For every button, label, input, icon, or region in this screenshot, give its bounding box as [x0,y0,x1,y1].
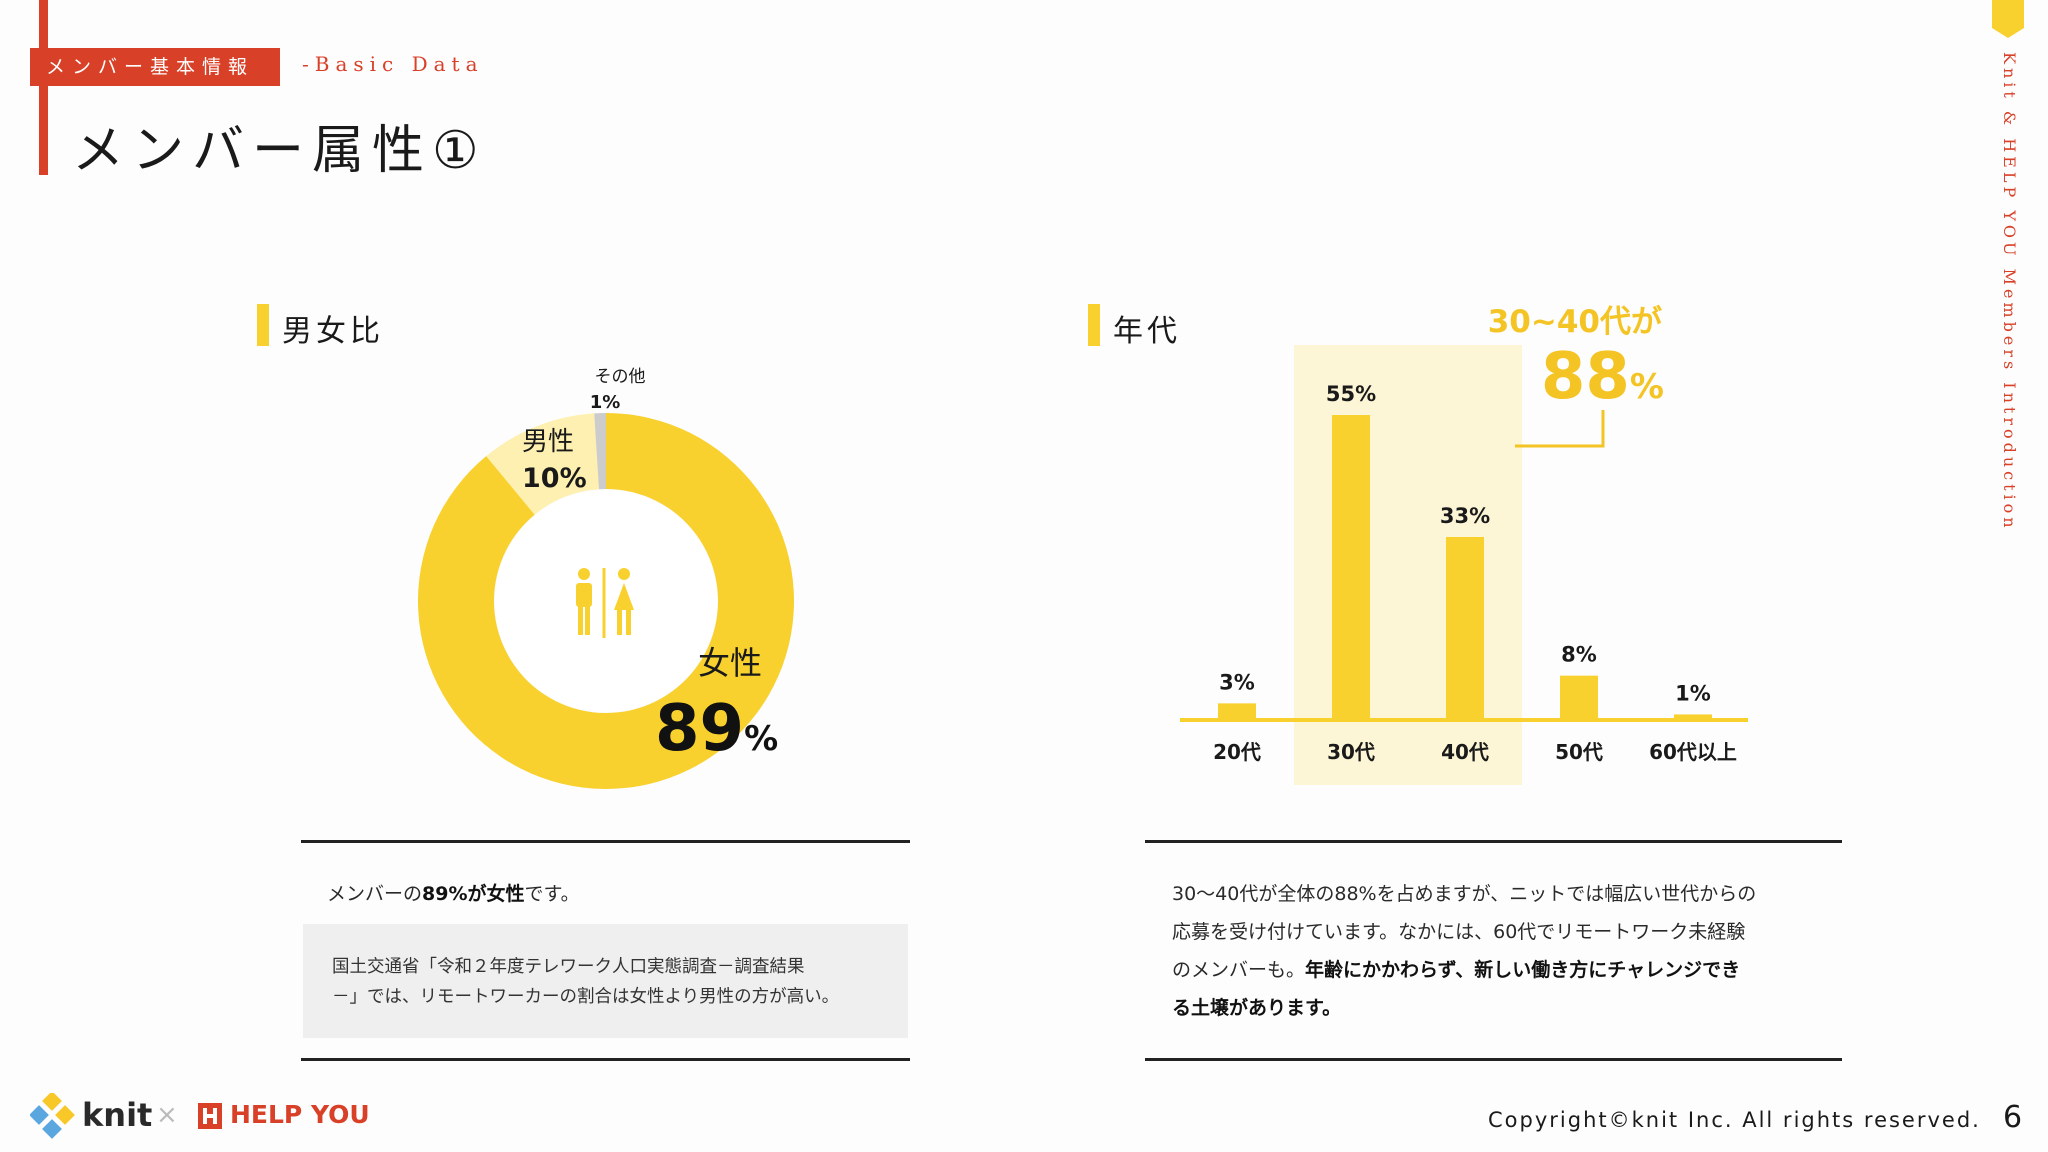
callout-unit: % [1630,367,1664,407]
page-title: メンバー属性① [72,121,487,181]
gender-note-bottom-rule [301,1058,910,1061]
knit-logo-icon [30,1093,75,1139]
callout-line1: 30~40代が [1488,304,1662,340]
donut-slice-その他 [594,413,606,490]
x-tick-label: 50代 [1555,740,1603,764]
restroom-icon [576,568,634,638]
gender-note-post: です。 [524,883,580,905]
age-note-line1: 30〜40代が全体の88%を占めますが、ニットでは幅広い世代からの [1172,883,1757,905]
age-note-line4-bold: る土壌があります。 [1172,997,1342,1019]
survey-note-text: 国土交通省「令和２年度テレワーク人口実態調査－調査結果 －」では、リモートワーカ… [332,952,912,1012]
age-note-line3-pre: のメンバーも。 [1172,959,1306,981]
age-heading: 年代 [1113,314,1181,349]
donut-slice-女性 [417,413,795,789]
callout-value: 88 [1541,340,1630,414]
bar-value-label: 1% [1675,681,1711,705]
survey-note-box [303,924,908,1038]
bar-50代 [1560,675,1598,720]
gender-heading-bar [257,304,269,346]
bar-value-label: 8% [1561,643,1597,667]
gender-note-top-rule [301,840,910,843]
gender-note-pre: メンバーの [327,883,423,905]
bar-value-label: 3% [1219,670,1255,694]
male-slice-label: 男性 [522,427,574,457]
donut-slice-男性 [486,413,599,515]
x-tick-label: 30代 [1327,740,1375,764]
helpyou-logo-icon [198,1103,222,1129]
bar-60代以上 [1674,714,1712,720]
age-note: 30〜40代が全体の88%を占めますが、ニットでは幅広い世代からの 応募を受け付… [1172,875,1756,1027]
bar-20代 [1218,703,1256,720]
x-tick-label: 60代以上 [1649,740,1737,764]
callout-bracket [1515,410,1605,448]
copyright: Copyright©knit Inc. All rights reserved. [1488,1108,1981,1132]
female-slice-value-group: 89% [655,692,778,766]
age-note-line2: 応募を受け付けています。なかには、60代でリモートワーク未経験 [1172,921,1746,943]
page-number: 6 [2003,1100,2023,1135]
survey-note-line1: 国土交通省「令和２年度テレワーク人口実態調査－調査結果 [332,957,805,977]
age-note-line3-bold: 年齢にかかわらず、新しい働き方にチャレンジでき [1305,959,1741,981]
age-note-line3: のメンバーも。年齢にかかわらず、新しい働き方にチャレンジでき [1172,951,1756,989]
age-note-line4: る土壌があります。 [1172,989,1756,1027]
gender-heading: 男女比 [282,314,384,349]
bar-40代 [1446,537,1484,720]
accent-vertical-bar [39,0,48,175]
bar-30代 [1332,415,1370,720]
bar-value-label: 55% [1326,382,1376,406]
other-slice-label: その他 [595,367,646,387]
age-note-top-rule [1145,840,1842,843]
side-vertical-text: Knit & HELP YOU Members Introduction [2000,52,2019,532]
survey-note-line2: －」では、リモートワーカーの割合は女性より男性の方が高い。 [332,987,840,1007]
bar-value-label: 33% [1440,504,1490,528]
knit-logo-text: knit [82,1096,153,1134]
callout-value-group: 88% [1541,340,1664,414]
female-slice-label: 女性 [698,644,762,682]
female-slice-unit: % [744,719,778,759]
age-bar-chart: 3% 20代 55% 30代 33% 40代 8% 50代 1% 60代以上 [1180,345,1748,785]
bookmark-icon [1992,0,2024,38]
helpyou-logo-text: HELP YOU [230,1100,370,1129]
x-tick-label: 40代 [1441,740,1489,764]
female-slice-value: 89 [655,692,744,766]
age-callout: 30~40代が 88% [1488,304,1664,448]
male-slice-value: 10% [522,463,587,494]
gender-donut-labels: その他 1% 男性 10% 女性 89% [522,367,778,766]
x-tick-label: 20代 [1213,740,1261,764]
section-tag: メンバー基本情報 [30,48,280,86]
section-tag-english: -Basic Data [302,52,484,76]
other-slice-value: 1% [590,392,621,413]
donut-hole [495,490,717,712]
age-heading-bar [1088,304,1100,346]
gender-donut-chart [417,413,795,789]
gender-note: メンバーの89%が女性です。 [327,875,580,913]
age-note-bottom-rule [1145,1058,1842,1061]
logo-separator: × [156,1100,178,1130]
gender-note-bold: 89%が女性 [422,883,525,905]
